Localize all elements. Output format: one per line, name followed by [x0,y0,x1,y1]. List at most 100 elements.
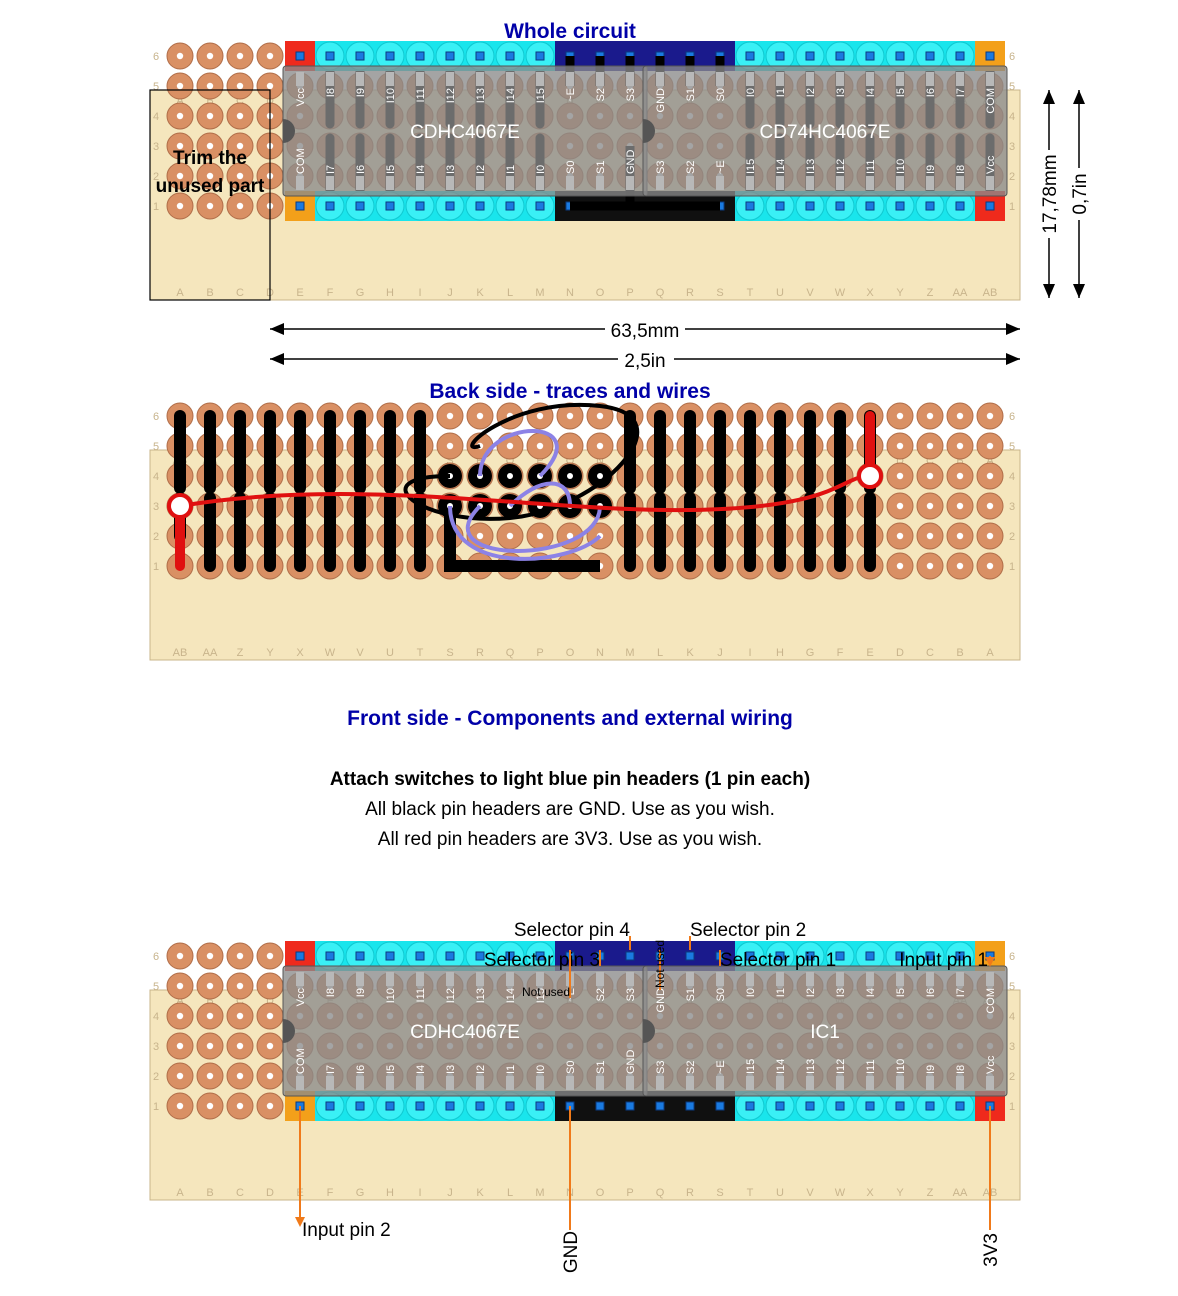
front-chip2-pin-label-top: S0 [715,988,727,1001]
whole-pad-hole [266,82,274,90]
front-chip2-leg-top [716,972,724,986]
front-col-label-bottom: R [686,1187,694,1199]
back-row-label-left: 6 [153,411,159,423]
front-row-label-left: 5 [153,981,159,993]
back-wire-purple [478,429,559,478]
callout-gnd: GND [561,1231,582,1273]
whole-col-label-bottom: Y [896,287,904,299]
front-col-label-bottom: K [476,1187,484,1199]
front-col-label-top: A [176,995,184,1007]
front-chip1-pin-label-top: I11 [415,988,427,1002]
front-chip1-pin-label-bottom: I4 [415,1065,427,1074]
whole-pad-hole [206,142,214,150]
whole-chip1-leg-bottom [416,176,424,190]
front-col-label-top: D [266,995,274,1007]
front-pad-hole [206,1012,214,1020]
front-chip1-leg-top [596,972,604,986]
whole-chip1-pin-label-bottom: I7 [325,165,337,174]
front-chip2-leg-top [866,972,874,986]
front-chip2-pin-label-top: I6 [925,988,937,997]
dim-width-mm-bg [605,317,685,341]
back-col-label-bottom: O [566,647,575,659]
dim-width-mm-head-right [1006,323,1020,335]
whole-chip1-pin-label-top: I13 [475,88,487,103]
front-header-pin [955,951,965,961]
back-col-label-top: R [476,455,484,467]
front-chip2-leg-top [896,972,904,986]
back-row-label-left: 2 [153,531,159,543]
callout-sel3: Selector pin 3 [484,950,600,971]
whole-col-label-bottom: M [535,287,544,299]
back-pad-hole [926,532,934,540]
back-col-label-bottom: W [325,647,336,659]
whole-col-label-bottom: K [476,287,484,299]
front-header-pin [775,951,785,961]
whole-chip1-leg-bottom [596,176,604,190]
front-chip2-leg-bottom [896,1076,904,1090]
back-col-label-bottom: E [866,647,873,659]
whole-chip2-pin-label-bottom: I15 [745,159,757,174]
back-row-label-right: 5 [1009,441,1015,453]
front-chip1-leg-bottom [566,1076,574,1090]
dim-width-in-bg [618,347,674,371]
front-chip2-pin-label-bottom: I15 [745,1059,757,1074]
front-chip2-name: IC1 [810,1022,840,1043]
front-col-label-bottom: X [866,1187,874,1199]
back-row-label-right: 1 [1009,561,1015,573]
whole-pad-hole [176,202,184,210]
front-chip1-leg-top [296,972,304,986]
front-header-pin [505,1101,515,1111]
whole-pad-hole [176,142,184,150]
whole-chip2-leg-top [896,72,904,86]
back-col-label-bottom: F [837,647,844,659]
whole-chip1-leg-top [506,72,514,86]
front-chip1-pin-label-top: I12 [445,988,457,1003]
front-chip1-leg-bottom [296,1076,304,1090]
back-pad-hole [566,412,574,420]
back-pad-hole [986,532,994,540]
whole-chip2-pin-label-top: I1 [775,88,787,97]
front-chip2-pin-label-bottom: I12 [835,1059,847,1074]
dim-height-mm-bg [1038,150,1060,238]
whole-chip1-leg-bottom [626,176,634,190]
whole-chip1-pin-label-top: S3 [625,88,637,101]
dim-width-mm-head-left [270,323,284,335]
front-chip2-leg-bottom [986,1076,994,1090]
whole-header-pin [385,51,395,61]
whole-row-label-left: 6 [153,51,159,63]
back-row-label-left: 5 [153,441,159,453]
whole-header-pin [415,201,425,211]
whole-chip1-pin-label-top: I10 [385,88,397,103]
whole-chip2-pin-label-bottom: Vcc [985,155,997,174]
back-pad-hole [926,442,934,450]
whole-chip1-notch [283,119,295,143]
whole-col-label-bottom: R [686,287,694,299]
front-chip1-pin-label-top: Vcc [295,988,307,1007]
front-header-pin [745,951,755,961]
front-chip2-leg-bottom [776,1076,784,1090]
front-header-pin [805,951,815,961]
whole-pad-hole [176,172,184,180]
back-pad-hole [986,562,994,570]
whole-row-label-right: 1 [1009,201,1015,213]
front-chip2-pin-label-top: I7 [955,988,967,997]
callout-sel4: Selector pin 4 [514,920,631,941]
front-pad-hole [266,952,274,960]
front-pad-hole [236,1042,244,1050]
front-chip1-pin-label-bottom: I0 [535,1065,547,1074]
front-col-label-bottom: Q [656,1187,665,1199]
front-chip2-pin-label-bottom: Vcc [985,1055,997,1074]
whole-pad-hole [236,202,244,210]
whole-chip2-pin-label-bottom: S3 [655,161,667,174]
back-pad-hole [446,442,454,450]
back-col-label-top: P [536,455,543,467]
front-pad-hole [266,1072,274,1080]
note-switches: Attach switches to light blue pin header… [330,769,810,790]
front-chip1-leg-bottom [506,1076,514,1090]
back-pad-hole [986,502,994,510]
whole-chip2-pin-label-top: I5 [895,88,907,97]
whole-row-label-right: 2 [1009,171,1015,183]
back-col-label-top: C [926,455,934,467]
back-col-label-bottom: H [776,647,784,659]
whole-pad-hole [236,52,244,60]
